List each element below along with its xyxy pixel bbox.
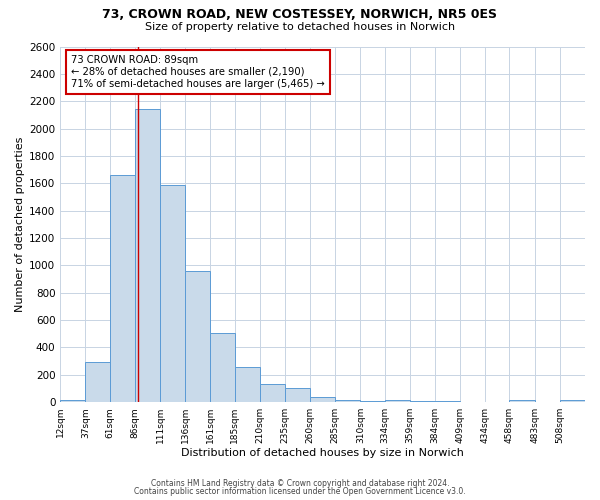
Bar	[260, 384, 285, 402]
Bar	[335, 400, 361, 402]
Bar	[60, 400, 85, 402]
Text: Contains public sector information licensed under the Open Government Licence v3: Contains public sector information licen…	[134, 487, 466, 496]
Bar	[85, 362, 110, 402]
Bar	[211, 333, 235, 402]
Text: Size of property relative to detached houses in Norwich: Size of property relative to detached ho…	[145, 22, 455, 32]
Bar	[560, 400, 585, 402]
Bar	[385, 400, 410, 402]
X-axis label: Distribution of detached houses by size in Norwich: Distribution of detached houses by size …	[181, 448, 464, 458]
Y-axis label: Number of detached properties: Number of detached properties	[15, 136, 25, 312]
Bar	[509, 400, 535, 402]
Text: 73 CROWN ROAD: 89sqm
← 28% of detached houses are smaller (2,190)
71% of semi-de: 73 CROWN ROAD: 89sqm ← 28% of detached h…	[71, 56, 325, 88]
Bar	[135, 110, 160, 402]
Text: Contains HM Land Registry data © Crown copyright and database right 2024.: Contains HM Land Registry data © Crown c…	[151, 478, 449, 488]
Bar	[310, 396, 335, 402]
Bar	[160, 184, 185, 402]
Bar	[185, 271, 211, 402]
Text: 73, CROWN ROAD, NEW COSTESSEY, NORWICH, NR5 0ES: 73, CROWN ROAD, NEW COSTESSEY, NORWICH, …	[103, 8, 497, 20]
Bar	[235, 367, 260, 402]
Bar	[110, 175, 135, 402]
Bar	[285, 388, 310, 402]
